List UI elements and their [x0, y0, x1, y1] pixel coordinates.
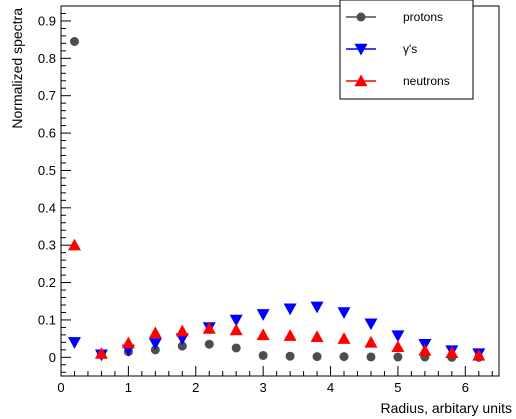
data-point [339, 352, 349, 362]
data-point [310, 301, 324, 314]
legend-label: γ's [403, 42, 417, 56]
legend-marker [354, 74, 368, 87]
y-tick-label: 0.7 [38, 88, 56, 103]
data-point [67, 337, 81, 349]
legend-marker [356, 12, 366, 22]
y-tick-label: 0.9 [38, 13, 56, 28]
y-axis: 0 0.1 0.2 0.3 0.4 0.5 0.6 0.7 0.8 0.9 [38, 5, 71, 373]
y-axis-title: Normalized spectra [9, 8, 25, 129]
data-point [202, 322, 216, 334]
data-point [364, 335, 378, 348]
data-point [472, 348, 486, 361]
data-point [69, 37, 79, 47]
y-tick-label: 0 [49, 350, 56, 365]
y-tick-label: 0.2 [38, 275, 56, 290]
data-point [67, 238, 81, 251]
data-point [204, 339, 214, 349]
x-tick-label: 5 [394, 380, 401, 395]
data-point [94, 347, 108, 359]
data-point [121, 336, 135, 349]
x-axis: 0 1 2 3 4 5 6 [57, 366, 493, 395]
legend-label: protons [403, 10, 443, 24]
data-point [337, 307, 351, 319]
x-tick-label: 4 [327, 380, 334, 395]
data-point [231, 343, 241, 353]
data-point [283, 329, 297, 341]
y-tick-label: 0.6 [38, 126, 56, 141]
y-tick-label: 0.4 [38, 200, 56, 215]
data-point [175, 324, 189, 337]
data-point [256, 309, 270, 321]
data-point [285, 351, 295, 361]
data-point [312, 352, 322, 362]
data-point [177, 341, 187, 351]
data-point [229, 323, 243, 336]
x-tick-label: 2 [192, 380, 199, 395]
data-point [337, 332, 351, 344]
y-tick-label: 0.1 [38, 312, 56, 327]
legend: protons γ's neutrons [339, 0, 474, 100]
x-tick-label: 6 [462, 380, 469, 395]
x-axis-title: Radius, arbitary units [380, 400, 512, 416]
data-point [229, 314, 243, 327]
x-tick-label: 0 [57, 380, 64, 395]
data-point [364, 318, 378, 331]
series-layer [67, 37, 486, 362]
y-tick-label: 0.5 [38, 163, 56, 178]
legend-label: neutrons [403, 74, 450, 88]
legend-marker [354, 43, 368, 56]
y-tick-label: 0.3 [38, 238, 56, 253]
plot-frame [60, 5, 500, 377]
data-point [366, 352, 376, 362]
series-2 [67, 238, 486, 361]
data-point [148, 338, 162, 350]
legend-entry: neutrons [346, 74, 450, 88]
legend-entry: γ's [346, 42, 417, 56]
plot-border [60, 5, 500, 377]
data-point [256, 328, 270, 341]
y-tick-label: 0.8 [38, 51, 56, 66]
data-point [148, 326, 162, 339]
x-tick-label: 1 [125, 380, 132, 395]
data-point [445, 346, 459, 359]
data-point [310, 330, 324, 342]
data-point [418, 344, 432, 356]
data-point [391, 330, 405, 343]
data-point [391, 340, 405, 353]
data-point [283, 303, 297, 316]
x-tick-label: 3 [260, 380, 267, 395]
legend-entry: protons [346, 10, 443, 24]
data-point [258, 350, 268, 360]
data-point [393, 352, 403, 362]
